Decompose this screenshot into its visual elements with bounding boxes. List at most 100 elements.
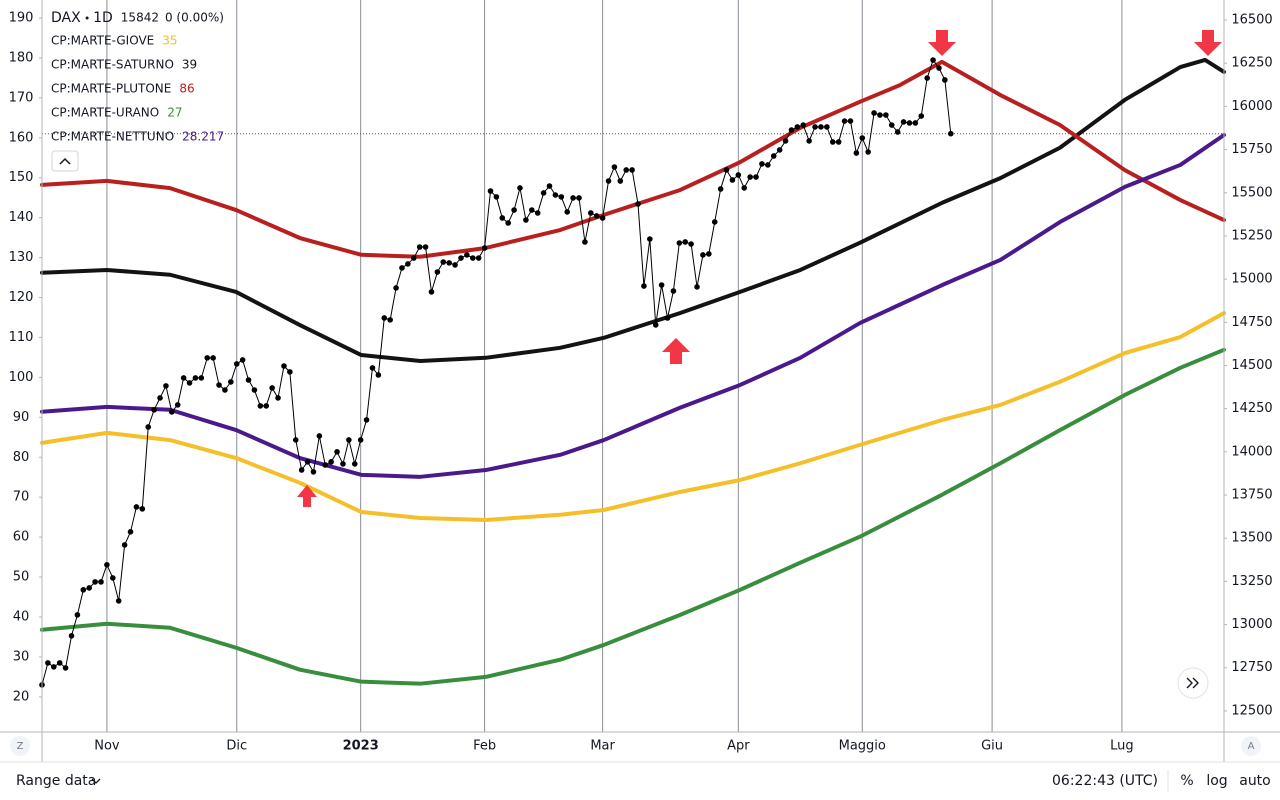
- price-point: [104, 562, 110, 568]
- price-point: [157, 395, 163, 401]
- y-tick-label: 170: [9, 90, 34, 105]
- price-point: [894, 129, 901, 135]
- price-point: [652, 322, 659, 328]
- price-point: [68, 632, 75, 639]
- x-tick-label: Mar: [590, 739, 615, 754]
- price-point: [906, 120, 913, 126]
- price-point: [588, 210, 594, 216]
- price-point: [747, 174, 753, 180]
- y-tick-label: 70: [13, 490, 30, 505]
- price-point: [706, 251, 712, 257]
- price-point: [900, 119, 907, 125]
- y2-tick-label: 14250: [1231, 401, 1272, 416]
- price-point: [776, 147, 783, 153]
- price-point: [281, 363, 287, 369]
- price-point: [328, 459, 334, 465]
- price-point: [198, 375, 205, 381]
- legend-value: 86: [179, 82, 194, 96]
- legend-interval: 1D: [93, 10, 113, 26]
- arrow-up: [297, 485, 317, 507]
- price-point: [51, 664, 57, 670]
- price-point: [517, 185, 523, 191]
- price-point: [534, 210, 541, 216]
- percent-button[interactable]: %: [1180, 773, 1193, 789]
- price-point: [723, 167, 730, 173]
- price-point: [192, 375, 199, 381]
- price-point: [493, 194, 500, 200]
- price-point: [222, 387, 228, 393]
- y2-tick-label: 14500: [1231, 358, 1272, 373]
- price-point: [298, 467, 305, 473]
- y2-tick-label: 12500: [1231, 703, 1272, 718]
- legend-value: 28.217: [182, 130, 224, 144]
- price-point: [647, 236, 653, 242]
- price-point: [947, 130, 954, 137]
- legend-separator: [85, 16, 89, 20]
- price-point: [824, 124, 830, 130]
- y2-tick-label: 16500: [1231, 13, 1272, 28]
- corner-button[interactable]: [1241, 736, 1261, 756]
- y2-tick-label: 15250: [1231, 228, 1272, 243]
- price-point: [564, 209, 571, 215]
- price-point: [576, 195, 582, 201]
- scroll-realtime-button[interactable]: [1177, 667, 1209, 699]
- corner-button[interactable]: [10, 736, 30, 756]
- price-point: [381, 315, 388, 321]
- legend-value: 27: [167, 106, 182, 120]
- price-point: [316, 433, 323, 439]
- y-tick-label: 160: [9, 130, 34, 145]
- price-point: [233, 361, 240, 367]
- price-point: [546, 183, 553, 189]
- price-point: [859, 135, 866, 141]
- price-point: [670, 288, 677, 294]
- price-point: [818, 124, 824, 130]
- collapse-legend-button[interactable]: [51, 150, 79, 172]
- price-point: [888, 122, 895, 128]
- legend-name: CP:MARTE-URANO: [51, 106, 159, 120]
- x-tick-label: Giu: [981, 739, 1003, 754]
- price-point: [883, 112, 889, 118]
- arrow-down: [928, 30, 956, 56]
- price-point: [257, 403, 264, 409]
- price-point: [694, 284, 700, 290]
- price-point: [942, 77, 948, 83]
- y-tick-label: 150: [9, 170, 34, 185]
- price-point: [806, 138, 812, 144]
- price-point: [658, 282, 665, 288]
- range-button[interactable]: Range data: [16, 773, 96, 789]
- price-point: [174, 402, 181, 408]
- y2-tick-label: 14750: [1231, 315, 1272, 330]
- y2-tick-label: 15500: [1231, 185, 1272, 200]
- price-point: [163, 383, 169, 389]
- price-point: [263, 403, 270, 409]
- price-point: [759, 161, 765, 167]
- price-point: [835, 139, 842, 145]
- price-point: [56, 660, 63, 666]
- price-point: [841, 118, 848, 124]
- price-point: [80, 587, 87, 593]
- grid-layer: [42, 0, 1224, 732]
- series-line: [40, 132, 1226, 479]
- y-tick-label: 30: [13, 649, 30, 664]
- auto-button[interactable]: auto: [1239, 773, 1271, 789]
- y2-tick-label: 13000: [1231, 617, 1272, 632]
- price-point: [475, 255, 482, 261]
- series-layer: [39, 57, 1226, 688]
- price-point: [770, 153, 777, 159]
- price-point: [204, 355, 211, 361]
- price-point: [452, 262, 458, 268]
- price-point: [523, 217, 529, 223]
- y-tick-label: 100: [9, 370, 34, 385]
- price-point: [853, 150, 860, 156]
- y2-tick-label: 13500: [1231, 531, 1272, 546]
- price-point: [340, 461, 346, 467]
- price-point: [794, 124, 801, 130]
- log-button[interactable]: log: [1206, 773, 1227, 789]
- price-point: [269, 385, 275, 391]
- price-point: [446, 260, 452, 266]
- price-point: [346, 437, 352, 443]
- price-point: [469, 255, 476, 261]
- price-point: [800, 122, 807, 128]
- price-point: [440, 259, 447, 265]
